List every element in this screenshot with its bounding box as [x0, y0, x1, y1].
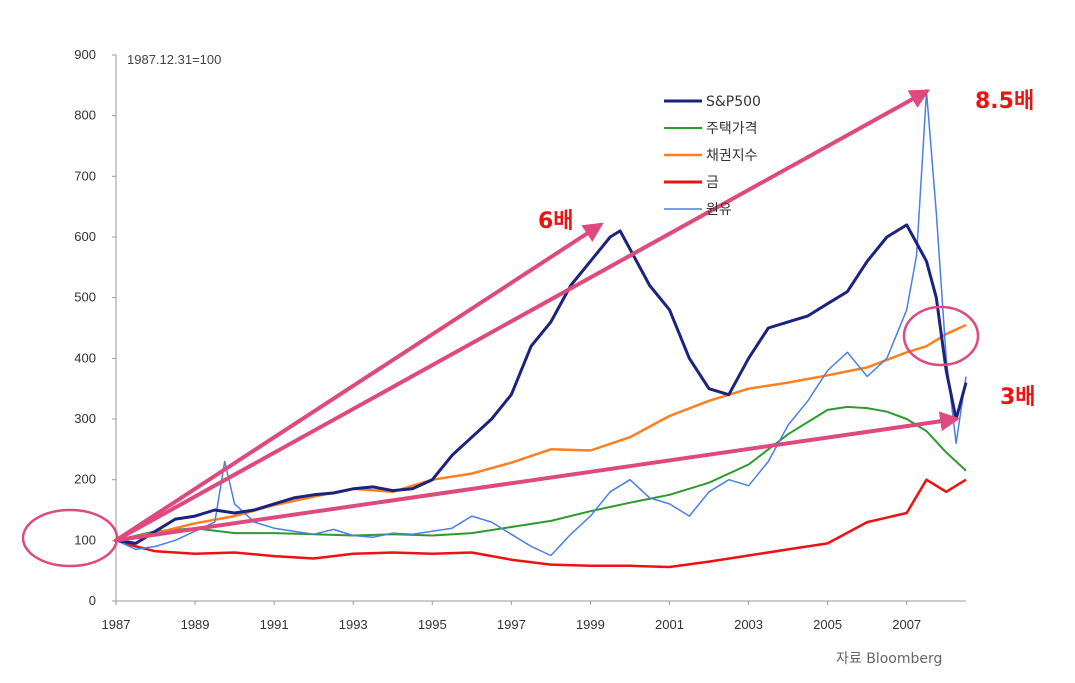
x-tick-label: 1991	[260, 617, 289, 632]
y-tick-label: 100	[74, 532, 96, 547]
legend-label-gold: 금	[706, 175, 719, 191]
series-line-gold	[115, 478, 967, 569]
x-tick-label: 2005	[813, 617, 842, 632]
y-tick-label: 700	[74, 168, 96, 183]
x-tick-label: 2001	[655, 617, 684, 632]
x-tick-label: 1987	[102, 617, 131, 632]
series-line-oil	[115, 90, 967, 557]
legend-label-oil: 원유	[706, 202, 732, 218]
y-tick-label: 200	[74, 472, 96, 487]
annotation-6x: 6배	[538, 209, 574, 234]
y-tick-label: 400	[74, 350, 96, 365]
y-axis: 0 100 200 300 400 500 600 700 800 900	[74, 47, 116, 608]
annotation-arrow-3	[114, 411, 961, 543]
annotation-arrow-2	[114, 89, 930, 543]
x-tick-label: 1989	[181, 617, 210, 632]
y-tick-label: 600	[74, 229, 96, 244]
y-tick-label: 0	[89, 593, 96, 608]
legend: S&P500 주택가격 채권지수 금 원유	[664, 94, 761, 218]
plot-frame	[115, 55, 966, 602]
annotation-3x: 3배	[1000, 385, 1036, 410]
source-note: 자료 Bloomberg	[836, 651, 942, 667]
y-tick-label: 500	[74, 290, 96, 305]
y-tick-label: 800	[74, 108, 96, 123]
x-tick-label: 2007	[892, 617, 921, 632]
annotation-8-5x: 8.5배	[975, 89, 1034, 114]
start-point-circle	[21, 508, 119, 568]
annotation-arrows	[114, 89, 961, 543]
x-tick-label: 1999	[576, 617, 605, 632]
bond-highlight-circle	[902, 305, 980, 367]
y-tick-label: 900	[74, 47, 96, 62]
series-line-sp500	[115, 223, 968, 545]
annotation-arrow-1	[114, 222, 604, 543]
x-tick-label: 1993	[339, 617, 368, 632]
series-lines	[115, 90, 968, 569]
series-line-bonds	[115, 323, 967, 542]
x-tick-label: 1997	[497, 617, 526, 632]
x-tick-label: 2003	[734, 617, 763, 632]
series-line-housing	[115, 405, 967, 542]
x-axis: 1987 1989 1991 1993 1995 1997 1999 2001 2003 2005…	[102, 601, 921, 632]
legend-label-sp500: S&P500	[706, 94, 761, 110]
y-tick-label: 300	[74, 411, 96, 426]
chart-subtitle: 1987.12.31=100	[127, 52, 221, 67]
x-tick-label: 1995	[418, 617, 447, 632]
legend-label-housing: 주택가격	[706, 121, 758, 137]
legend-label-bonds: 채권지수	[706, 148, 758, 164]
